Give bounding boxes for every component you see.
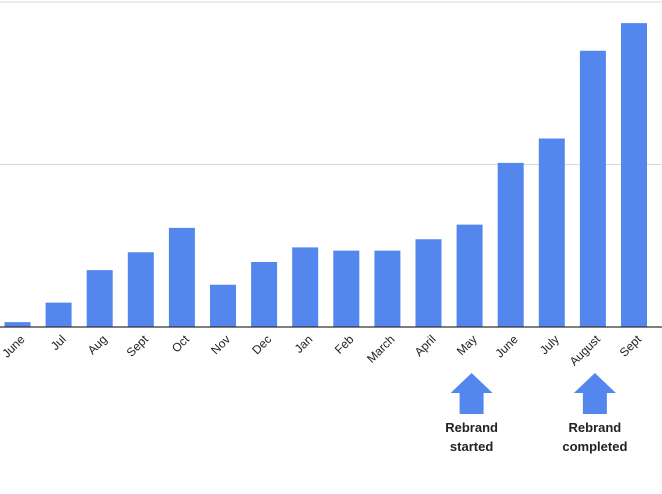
x-tick-label: Aug xyxy=(85,332,110,357)
bar-august xyxy=(579,50,606,327)
x-tick-label: Nov xyxy=(208,332,233,357)
bar-jul xyxy=(45,302,72,327)
annotation-line: Rebrand xyxy=(568,420,622,435)
up-arrow-icon xyxy=(573,373,616,414)
x-tick-label: Oct xyxy=(169,332,193,356)
annotation-line: Rebrand xyxy=(445,420,498,435)
bar-june xyxy=(4,322,31,327)
annotation-rebrand-completed: Rebrand completed xyxy=(550,418,640,456)
bar-july xyxy=(538,138,565,327)
bar-june xyxy=(497,162,524,327)
bar-jan xyxy=(292,247,319,327)
bar-april xyxy=(415,239,442,327)
x-tick-label: June xyxy=(493,332,522,361)
x-tick-labels: June Jul Aug Sept Oct Nov Dec Jan Feb March April M… xyxy=(0,332,645,369)
bar-sept xyxy=(621,23,647,327)
annotation-line: started xyxy=(449,439,494,454)
annotation-arrows xyxy=(450,373,616,414)
x-tick-label: July xyxy=(537,332,562,357)
bar-aug xyxy=(86,270,113,327)
x-tick-label: Jul xyxy=(48,332,69,353)
x-tick-label: August xyxy=(567,332,604,369)
x-tick-label: March xyxy=(364,332,397,365)
annotation-rebrand-started: Rebrand started xyxy=(427,418,517,456)
x-tick-label: Feb xyxy=(332,332,357,357)
x-tick-label: June xyxy=(0,332,28,361)
bar-oct xyxy=(168,227,195,327)
x-tick-label: May xyxy=(454,332,480,358)
bars xyxy=(4,23,647,327)
bar-nov xyxy=(210,284,236,327)
bar-feb xyxy=(333,250,360,327)
bar-march xyxy=(374,250,401,327)
x-tick-label: Jan xyxy=(292,332,316,356)
x-tick-label: Sept xyxy=(124,332,152,360)
x-tick-label: April xyxy=(412,332,439,359)
x-tick-label: Dec xyxy=(249,332,274,357)
up-arrow-icon xyxy=(450,373,493,414)
bar-dec xyxy=(251,262,278,327)
bar-may xyxy=(456,224,483,327)
annotation-line: completed xyxy=(562,439,628,454)
x-tick-label: Sept xyxy=(617,332,645,360)
bar-sept xyxy=(127,252,154,327)
